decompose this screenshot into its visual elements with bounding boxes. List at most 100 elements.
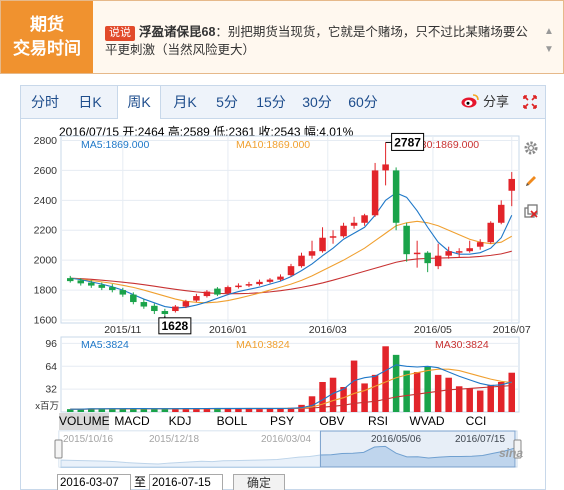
- ma5-legend: MA5:1869.000: [81, 139, 149, 151]
- indicator-wvad[interactable]: WVAD: [409, 414, 445, 428]
- volume-bar: [340, 387, 347, 412]
- range-end-input[interactable]: 2016-07-15: [149, 474, 223, 490]
- range-confirm-button[interactable]: 确定: [233, 474, 285, 490]
- candle-body: [182, 301, 190, 307]
- candle-body: [256, 281, 263, 285]
- tab-weekly-k[interactable]: 周K: [117, 86, 161, 119]
- candle-body: [140, 302, 148, 307]
- candle-body: [151, 305, 158, 312]
- indicator-macd[interactable]: MACD: [114, 414, 150, 428]
- volume-bar: [319, 382, 326, 412]
- candle-body: [329, 236, 337, 238]
- candle-body: [382, 164, 389, 171]
- volume-bar: [140, 408, 148, 412]
- candle-body: [287, 266, 295, 276]
- share-button[interactable]: 分享: [461, 92, 509, 112]
- ticker-scroll-controls: ▲ ▼: [543, 23, 555, 59]
- tab-30min[interactable]: 30分: [302, 94, 332, 110]
- period-tabs: 分时 日K 周K 月K 5分 15分 30分 60分 分享: [21, 86, 545, 119]
- volume-bar: [392, 354, 400, 412]
- volume-bar: [98, 408, 106, 412]
- candle-body: [109, 287, 116, 291]
- y-tick-label: 2800: [34, 135, 58, 147]
- indicator-volume[interactable]: VOLUME: [59, 413, 110, 430]
- ticker-message: 说说 浮盈诸保昆68：别把期货当现货，它就是个赌场，只不过比某赌场要公平更刺激（当…: [105, 23, 535, 59]
- x-tick-label: 2016/03: [309, 324, 347, 336]
- volume-y-tick-label: 96: [45, 338, 57, 350]
- candle-body: [476, 242, 484, 247]
- high-annotation: 2787: [394, 135, 421, 149]
- indicator-psy[interactable]: PSY: [269, 414, 294, 428]
- indicator-obv[interactable]: OBV: [319, 414, 345, 428]
- trading-hours-badge[interactable]: 期货 交易时间: [1, 1, 93, 73]
- candle-body: [361, 215, 368, 223]
- pencil-icon[interactable]: [523, 173, 539, 189]
- volume-bar: [193, 408, 200, 412]
- settings-gear-icon[interactable]: [523, 140, 539, 156]
- volume-bar: [119, 408, 127, 412]
- candle-body: [487, 222, 494, 243]
- candle-body: [66, 278, 74, 282]
- volume-y-tick-label: 64: [45, 361, 57, 373]
- badge-line-1: 期货: [30, 15, 64, 34]
- ma10-legend: MA10:1869.000: [236, 139, 310, 151]
- volume-bar: [497, 382, 505, 412]
- ma10-line: [70, 220, 513, 304]
- volume-bar: [224, 408, 232, 412]
- candle-body: [224, 287, 232, 294]
- candle-body: [119, 290, 127, 295]
- navigator-date-label: 2016/05/06: [371, 434, 421, 445]
- candle-body: [434, 255, 442, 267]
- kline-chart-panel: 分时 日K 周K 月K 5分 15分 30分 60分 分享 2016: [20, 85, 546, 490]
- candle-body: [298, 255, 305, 267]
- range-start-input[interactable]: 2016-03-07: [57, 474, 131, 490]
- volume-bar: [245, 408, 253, 412]
- tab-60min[interactable]: 60分: [348, 94, 378, 110]
- clear-drawing-icon[interactable]: [523, 204, 539, 220]
- scroll-down-icon[interactable]: ▼: [544, 44, 554, 55]
- navigator-right-handle[interactable]: [513, 439, 522, 459]
- fullscreen-icon[interactable]: [523, 95, 537, 109]
- y-tick-label: 2600: [34, 165, 58, 177]
- candle-body: [172, 306, 179, 312]
- indicator-kdj[interactable]: KDJ: [168, 414, 192, 428]
- tab-monthly-k[interactable]: 月K: [173, 94, 197, 110]
- candle-body: [266, 279, 274, 282]
- indicator-cci[interactable]: CCI: [465, 414, 487, 428]
- volume-bar: [371, 374, 379, 412]
- y-tick-label: 2400: [34, 195, 58, 207]
- message-user[interactable]: 浮盈诸保昆68: [139, 25, 216, 39]
- scroll-up-icon[interactable]: ▲: [544, 26, 554, 37]
- volume-bar: [308, 396, 316, 412]
- kline-charts[interactable]: 2800 2600 2400 2200 2000 1800 1600 2015/11 2016/…: [21, 86, 547, 490]
- share-label: 分享: [482, 94, 509, 109]
- candle-body: [130, 294, 137, 303]
- candle-body: [98, 284, 106, 288]
- candle-body: [319, 237, 326, 252]
- high-annotation-box: [391, 132, 425, 151]
- vol-ma30-legend: MA30:3824: [435, 339, 489, 351]
- candle-body: [413, 252, 421, 255]
- tab-15min[interactable]: 15分: [256, 94, 286, 110]
- volume-bar: [161, 409, 169, 412]
- tab-5min[interactable]: 5分: [216, 94, 238, 110]
- candle-body: [371, 170, 379, 216]
- candle-body: [455, 251, 463, 253]
- tab-daily-k[interactable]: 日K: [78, 94, 102, 110]
- y-tick-label: 1800: [34, 285, 58, 297]
- volume-bar: [424, 366, 431, 412]
- volume-bar: [361, 383, 368, 412]
- candle-body: [445, 251, 452, 256]
- volume-bar: [88, 408, 95, 412]
- indicator-boll[interactable]: BOLL: [216, 414, 248, 428]
- candle-body: [235, 285, 242, 288]
- candle-body: [308, 251, 316, 256]
- tab-intraday[interactable]: 分时: [31, 94, 59, 110]
- indicator-rsi[interactable]: RSI: [367, 414, 388, 428]
- volume-bar: [434, 374, 442, 412]
- candle-body: [340, 225, 347, 237]
- navigator-left-handle[interactable]: [54, 439, 63, 459]
- low-annotation-box: [158, 317, 192, 335]
- x-tick-label: 2016/05: [414, 324, 452, 336]
